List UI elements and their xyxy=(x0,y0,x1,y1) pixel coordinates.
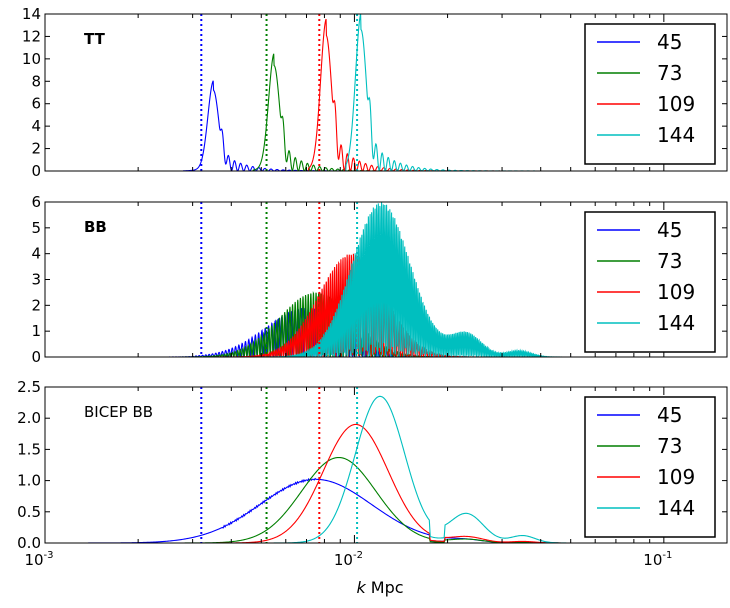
y-tick-label: 14 xyxy=(22,5,41,23)
series-line-45 xyxy=(45,477,727,543)
x-tick-label: 10-3 xyxy=(24,550,53,569)
legend-label-73: 73 xyxy=(657,61,682,85)
y-tick-label: 5 xyxy=(31,219,41,237)
panel-3: 0.0 0.5 1.0 1.5 2.0 2.5 BICEP BB 45 73 109 144 xyxy=(17,378,728,552)
series-line-144 xyxy=(45,395,727,543)
legend: 45 73 109 144 xyxy=(584,211,716,353)
y-tick-label: 1.5 xyxy=(17,440,41,458)
y-tick-label: 1 xyxy=(31,322,41,340)
legend: 45 73 109 144 xyxy=(584,396,716,538)
y-tick-label: 12 xyxy=(22,27,41,45)
y-tick-label: 4 xyxy=(31,245,41,263)
y-tick-label: 8 xyxy=(31,72,41,90)
y-tick-label: 0 xyxy=(31,348,41,366)
legend-label-144: 144 xyxy=(657,496,695,520)
legend-label-109: 109 xyxy=(657,465,695,489)
y-tick-label: 0.5 xyxy=(17,503,41,521)
legend-label-73: 73 xyxy=(657,434,682,458)
axes-frame xyxy=(44,13,728,172)
y-tick-label: 3 xyxy=(31,271,41,289)
y-tick-label: 6 xyxy=(31,95,41,113)
y-tick-label: 6 xyxy=(31,193,41,211)
x-tick-label-base: 10 xyxy=(24,551,43,569)
legend-label-73: 73 xyxy=(657,249,682,273)
series-group xyxy=(45,395,727,543)
x-tick-label-exponent: -2 xyxy=(353,550,363,561)
series-group xyxy=(45,202,727,357)
legend-label-45: 45 xyxy=(657,30,682,54)
x-tick-label-base: 10 xyxy=(643,551,662,569)
panel-1: 0 2 4 6 8 10 12 14 TT 45 73 109 144 xyxy=(22,5,728,180)
legend-box xyxy=(584,23,716,165)
legend-label-45: 45 xyxy=(657,403,682,427)
series-line-144 xyxy=(45,14,727,171)
legend-box xyxy=(584,396,716,538)
panel-label: TT xyxy=(84,30,106,48)
x-tick-label-exponent: -1 xyxy=(662,550,672,561)
series-line-109 xyxy=(45,423,727,543)
panel-label: BICEP BB xyxy=(84,403,153,421)
y-tick-label: 2 xyxy=(31,296,41,314)
y-tick-label: 2 xyxy=(31,140,41,158)
y-tick-label: 0 xyxy=(31,162,41,180)
y-tick-label: 2.0 xyxy=(17,409,41,427)
x-tick-label: 10-1 xyxy=(643,550,672,569)
legend-label-144: 144 xyxy=(657,123,695,147)
series-line-144 xyxy=(45,202,727,357)
legend-label-45: 45 xyxy=(657,218,682,242)
legend-label-109: 109 xyxy=(657,92,695,116)
y-tick-label: 10 xyxy=(22,50,41,68)
y-tick-label: 1.0 xyxy=(17,472,41,490)
panel-label: BB xyxy=(84,218,107,236)
legend: 45 73 109 144 xyxy=(584,23,716,165)
legend-label-144: 144 xyxy=(657,311,695,335)
x-axis-label-italic: k xyxy=(356,578,366,597)
series-line-73 xyxy=(45,456,727,543)
y-tick-label: 0.0 xyxy=(17,534,41,552)
x-tick-label-base: 10 xyxy=(334,551,353,569)
axes-frame xyxy=(44,386,728,544)
x-axis-label-unit: Mpc xyxy=(366,578,404,597)
y-tick-label: 2.5 xyxy=(17,378,41,396)
x-tick-label: 10-2 xyxy=(334,550,363,569)
x-tick-label-exponent: -3 xyxy=(44,550,54,561)
legend-label-109: 109 xyxy=(657,280,695,304)
legend-box xyxy=(584,211,716,353)
y-tick-label: 4 xyxy=(31,117,41,135)
x-axis-label: k Mpc xyxy=(356,578,403,597)
